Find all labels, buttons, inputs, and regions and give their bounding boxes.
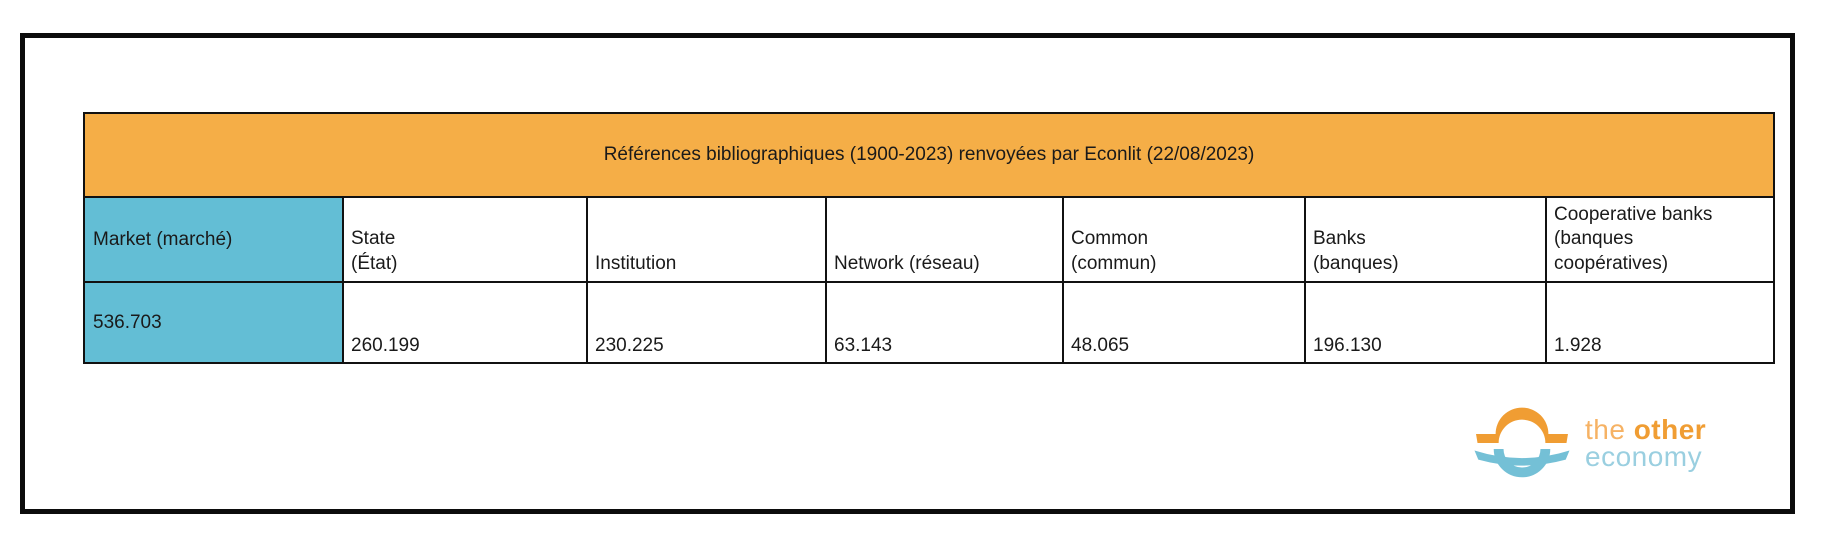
table-title: Références bibliographiques (1900-2023) … [82, 112, 1776, 198]
figure-frame: Références bibliographiques (1900-2023) … [20, 33, 1795, 514]
logo-text: the other economy [1585, 413, 1707, 472]
logo-word-the: the [1585, 413, 1634, 445]
logo-line2: economy [1585, 440, 1703, 472]
column-header-state: State (État) [342, 196, 588, 283]
value-market: 536.703 [83, 281, 344, 364]
column-header-institution: Institution [586, 196, 827, 283]
value-state: 260.199 [342, 281, 588, 364]
value-network: 63.143 [825, 281, 1064, 364]
logo-line1: the other [1585, 413, 1707, 445]
sunrise-wave-icon [1474, 407, 1570, 477]
value-cooperative-banks: 1.928 [1544, 281, 1776, 364]
column-header-common: Common (commun) [1062, 196, 1306, 283]
value-common: 48.065 [1062, 281, 1306, 364]
value-banks: 196.130 [1304, 281, 1547, 364]
logo: the other economy [1473, 385, 1783, 500]
logo-word-other: other [1633, 413, 1707, 445]
references-table: Références bibliographiques (1900-2023) … [82, 112, 1776, 364]
column-header-network: Network (réseau) [825, 196, 1064, 283]
column-header-market: Market (marché) [83, 196, 344, 283]
column-header-cooperative-banks: Cooperative banks (banques coopératives) [1544, 196, 1776, 283]
column-header-banks: Banks (banques) [1304, 196, 1547, 283]
value-institution: 230.225 [586, 281, 827, 364]
